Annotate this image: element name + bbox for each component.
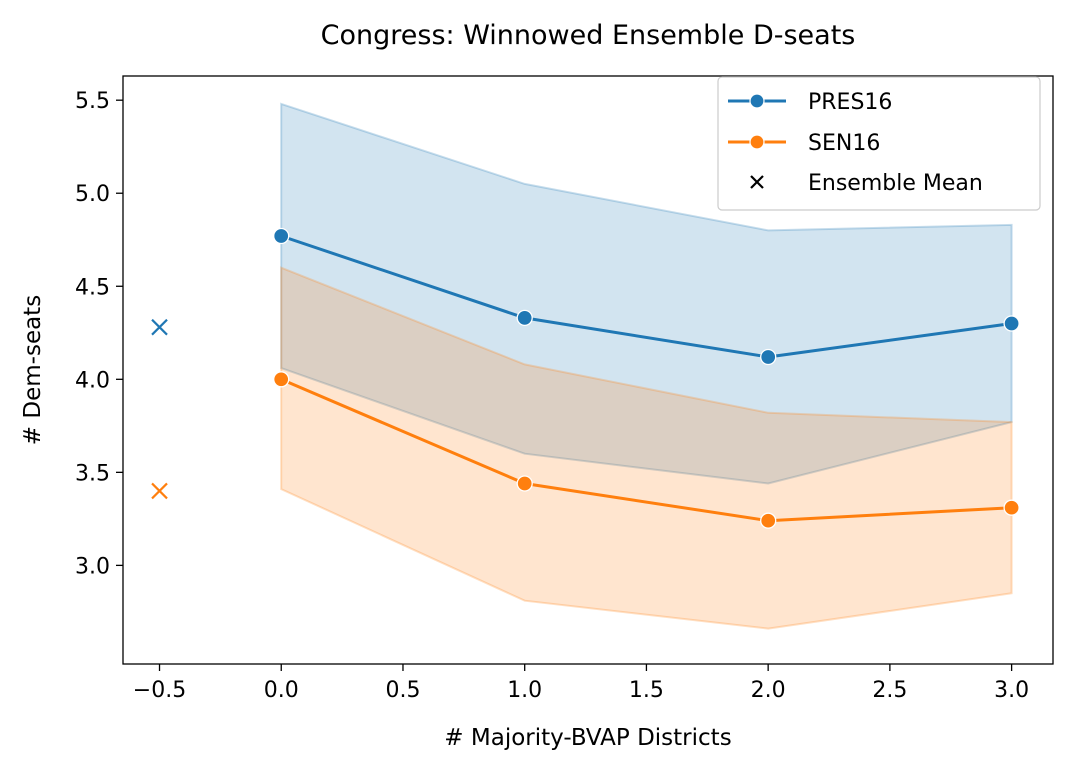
x-tick-label-6: 2.5 bbox=[872, 678, 907, 703]
line-sen16 bbox=[280, 377, 1012, 523]
confidence-bands bbox=[280, 102, 1013, 630]
plot-frame bbox=[122, 75, 1054, 665]
point-sen16-1 bbox=[516, 475, 533, 492]
x-tick-label-4: 1.5 bbox=[629, 678, 664, 703]
ensemble-mean-marker-0 bbox=[151, 318, 168, 336]
series-lines bbox=[280, 234, 1012, 523]
y-tick-label-0: 3.0 bbox=[75, 554, 110, 579]
x-tick-label-2: 0.5 bbox=[385, 678, 420, 703]
y-axis-ticks: 3.0 3.5 4.0 4.5 5.0 5.5 bbox=[75, 89, 123, 579]
legend-frame bbox=[717, 76, 1041, 211]
band-sen16 bbox=[280, 266, 1013, 630]
y-axis-label: # Dem-seats bbox=[20, 295, 46, 445]
point-pres16-3 bbox=[1003, 315, 1020, 332]
ensemble-mean-marker-1 bbox=[151, 482, 168, 500]
legend-marker-sen16 bbox=[749, 134, 765, 150]
y-tick-label-1: 3.5 bbox=[75, 461, 110, 486]
x-tick-label-5: 2.0 bbox=[751, 678, 786, 703]
legend-marker-pres16 bbox=[749, 93, 765, 109]
point-pres16-2 bbox=[760, 348, 777, 366]
x-axis-label: # Majority-BVAP Districts bbox=[444, 725, 731, 751]
y-tick-label-2: 4.0 bbox=[75, 368, 110, 393]
legend-label-sen16: SEN16 bbox=[808, 131, 880, 156]
legend-label-pres16: PRES16 bbox=[808, 90, 892, 115]
x-axis-ticks: −0.5 0.0 0.5 1.0 1.5 2.0 2.5 3.0 bbox=[133, 664, 1029, 703]
point-sen16-2 bbox=[760, 512, 777, 529]
legend-label-ensemble-mean: Ensemble Mean bbox=[808, 171, 983, 196]
y-tick-label-4: 5.0 bbox=[75, 182, 110, 207]
point-pres16-1 bbox=[516, 309, 533, 327]
line-pres16 bbox=[280, 234, 1012, 359]
ensemble-mean-markers bbox=[151, 318, 168, 500]
point-sen16-3 bbox=[1003, 499, 1020, 516]
y-tick-label-3: 4.5 bbox=[75, 275, 110, 300]
y-tick-label-5: 5.5 bbox=[75, 89, 110, 114]
x-tick-label-7: 3.0 bbox=[994, 678, 1029, 703]
x-tick-label-0: −0.5 bbox=[133, 678, 186, 703]
chart-title: Congress: Winnowed Ensemble D-seats bbox=[321, 20, 856, 51]
legend: PRES16 SEN16 Ensemble Mean bbox=[717, 76, 1041, 211]
point-sen16-0 bbox=[273, 371, 290, 388]
x-tick-label-3: 1.0 bbox=[507, 678, 542, 703]
series-points bbox=[273, 227, 1020, 529]
band-pres16 bbox=[280, 102, 1013, 485]
legend-marker-ensemble-mean bbox=[750, 175, 764, 189]
point-pres16-0 bbox=[273, 227, 290, 245]
x-tick-label-1: 0.0 bbox=[264, 678, 299, 703]
